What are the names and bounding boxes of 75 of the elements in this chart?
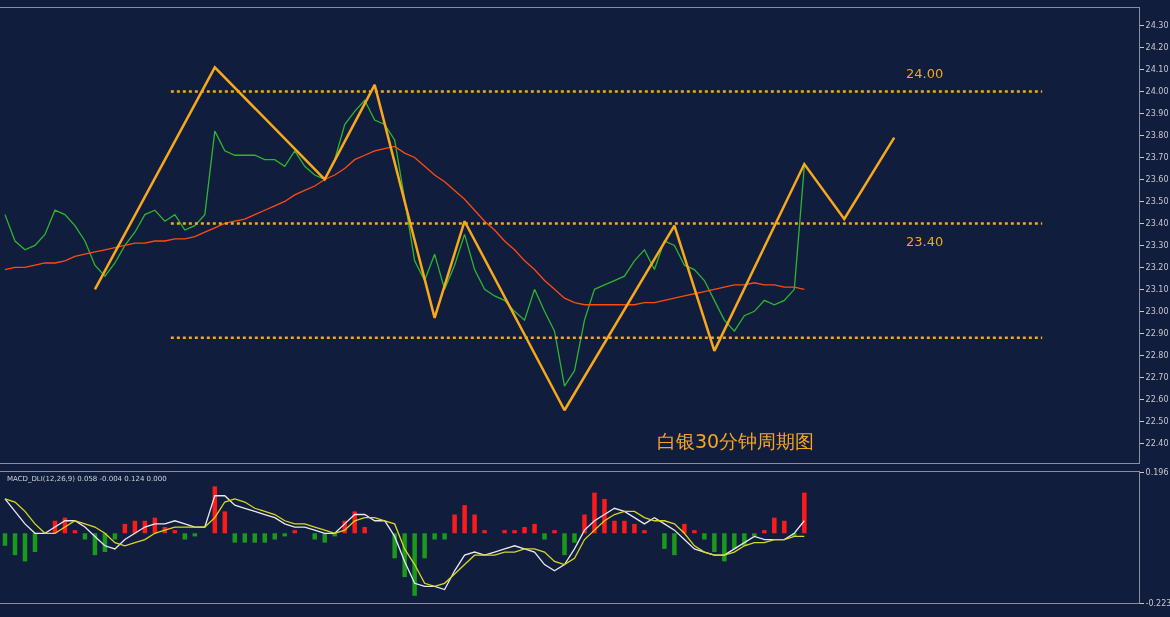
y-tick-label: 22.60 [1145,395,1169,405]
y-tick-label: 23.20 [1145,263,1169,273]
y-tick-label: 22.80 [1145,351,1169,361]
bar [472,514,477,534]
y-tick-label: 23.80 [1145,131,1169,141]
bar [722,533,727,562]
bar [522,527,527,534]
bar [112,533,118,540]
bar [452,514,457,534]
bar [442,533,447,540]
bar [642,530,647,534]
y-tick-label: 23.60 [1145,175,1169,185]
ref-line-label: 24.00 [906,66,944,81]
bar [622,520,627,534]
bar [412,533,417,596]
bar [532,523,537,534]
bar [672,533,677,556]
bar [482,530,487,534]
y-tick-label: 22.40 [1145,439,1169,449]
y-tick-label: 23.90 [1145,109,1169,119]
y-tick-label: 23.40 [1145,219,1169,229]
bar [782,520,787,534]
bar [462,505,467,534]
bar [512,530,517,534]
bar [502,530,507,534]
line-series [4,145,805,306]
y-tick-label: 23.10 [1145,285,1169,295]
bar [712,533,717,553]
y-tick-label: 23.70 [1145,153,1169,163]
line-series [4,99,805,387]
bar [552,530,557,534]
bar [632,523,637,534]
y-tick-label: 24.30 [1145,21,1169,31]
y-tick-label: 22.90 [1145,329,1169,339]
bar [322,533,327,543]
bar [732,533,737,549]
bar [312,533,317,540]
y-tick-label: 23.00 [1145,307,1169,317]
y-tick-label: 23.50 [1145,197,1169,207]
bar [252,533,258,543]
y-tick-label: 0.196 [1145,467,1169,477]
bar [692,530,697,534]
ref-line-label: 23.40 [906,234,944,249]
bar [682,523,687,534]
bar [422,533,427,559]
bar [272,533,278,540]
bar [542,533,547,540]
bar [12,533,18,556]
bar [802,492,807,534]
y-tick-label: 22.70 [1145,373,1169,383]
bar [762,530,767,534]
bar [232,533,238,543]
bar [82,533,88,540]
bar [262,533,268,543]
bar [2,533,8,546]
bar [362,527,367,534]
bar [572,533,577,543]
bar [592,492,597,534]
bar [562,533,567,556]
bar [432,533,437,540]
annotation: 白银30分钟周期图 [657,430,815,452]
bar [772,517,777,534]
y-tick-label: -0.223 [1145,598,1170,608]
bar [612,520,617,534]
y-tick-label: 23.30 [1145,241,1169,251]
bar [242,533,248,543]
bar [702,533,707,540]
bar [662,533,667,549]
y-tick-label: 22.50 [1145,417,1169,427]
bar [292,530,297,534]
bar [182,533,188,540]
y-tick-label: 24.10 [1145,65,1169,75]
y-tick-label: 24.20 [1145,43,1169,53]
bar [582,514,587,534]
y-tick-label: 24.00 [1145,87,1169,97]
